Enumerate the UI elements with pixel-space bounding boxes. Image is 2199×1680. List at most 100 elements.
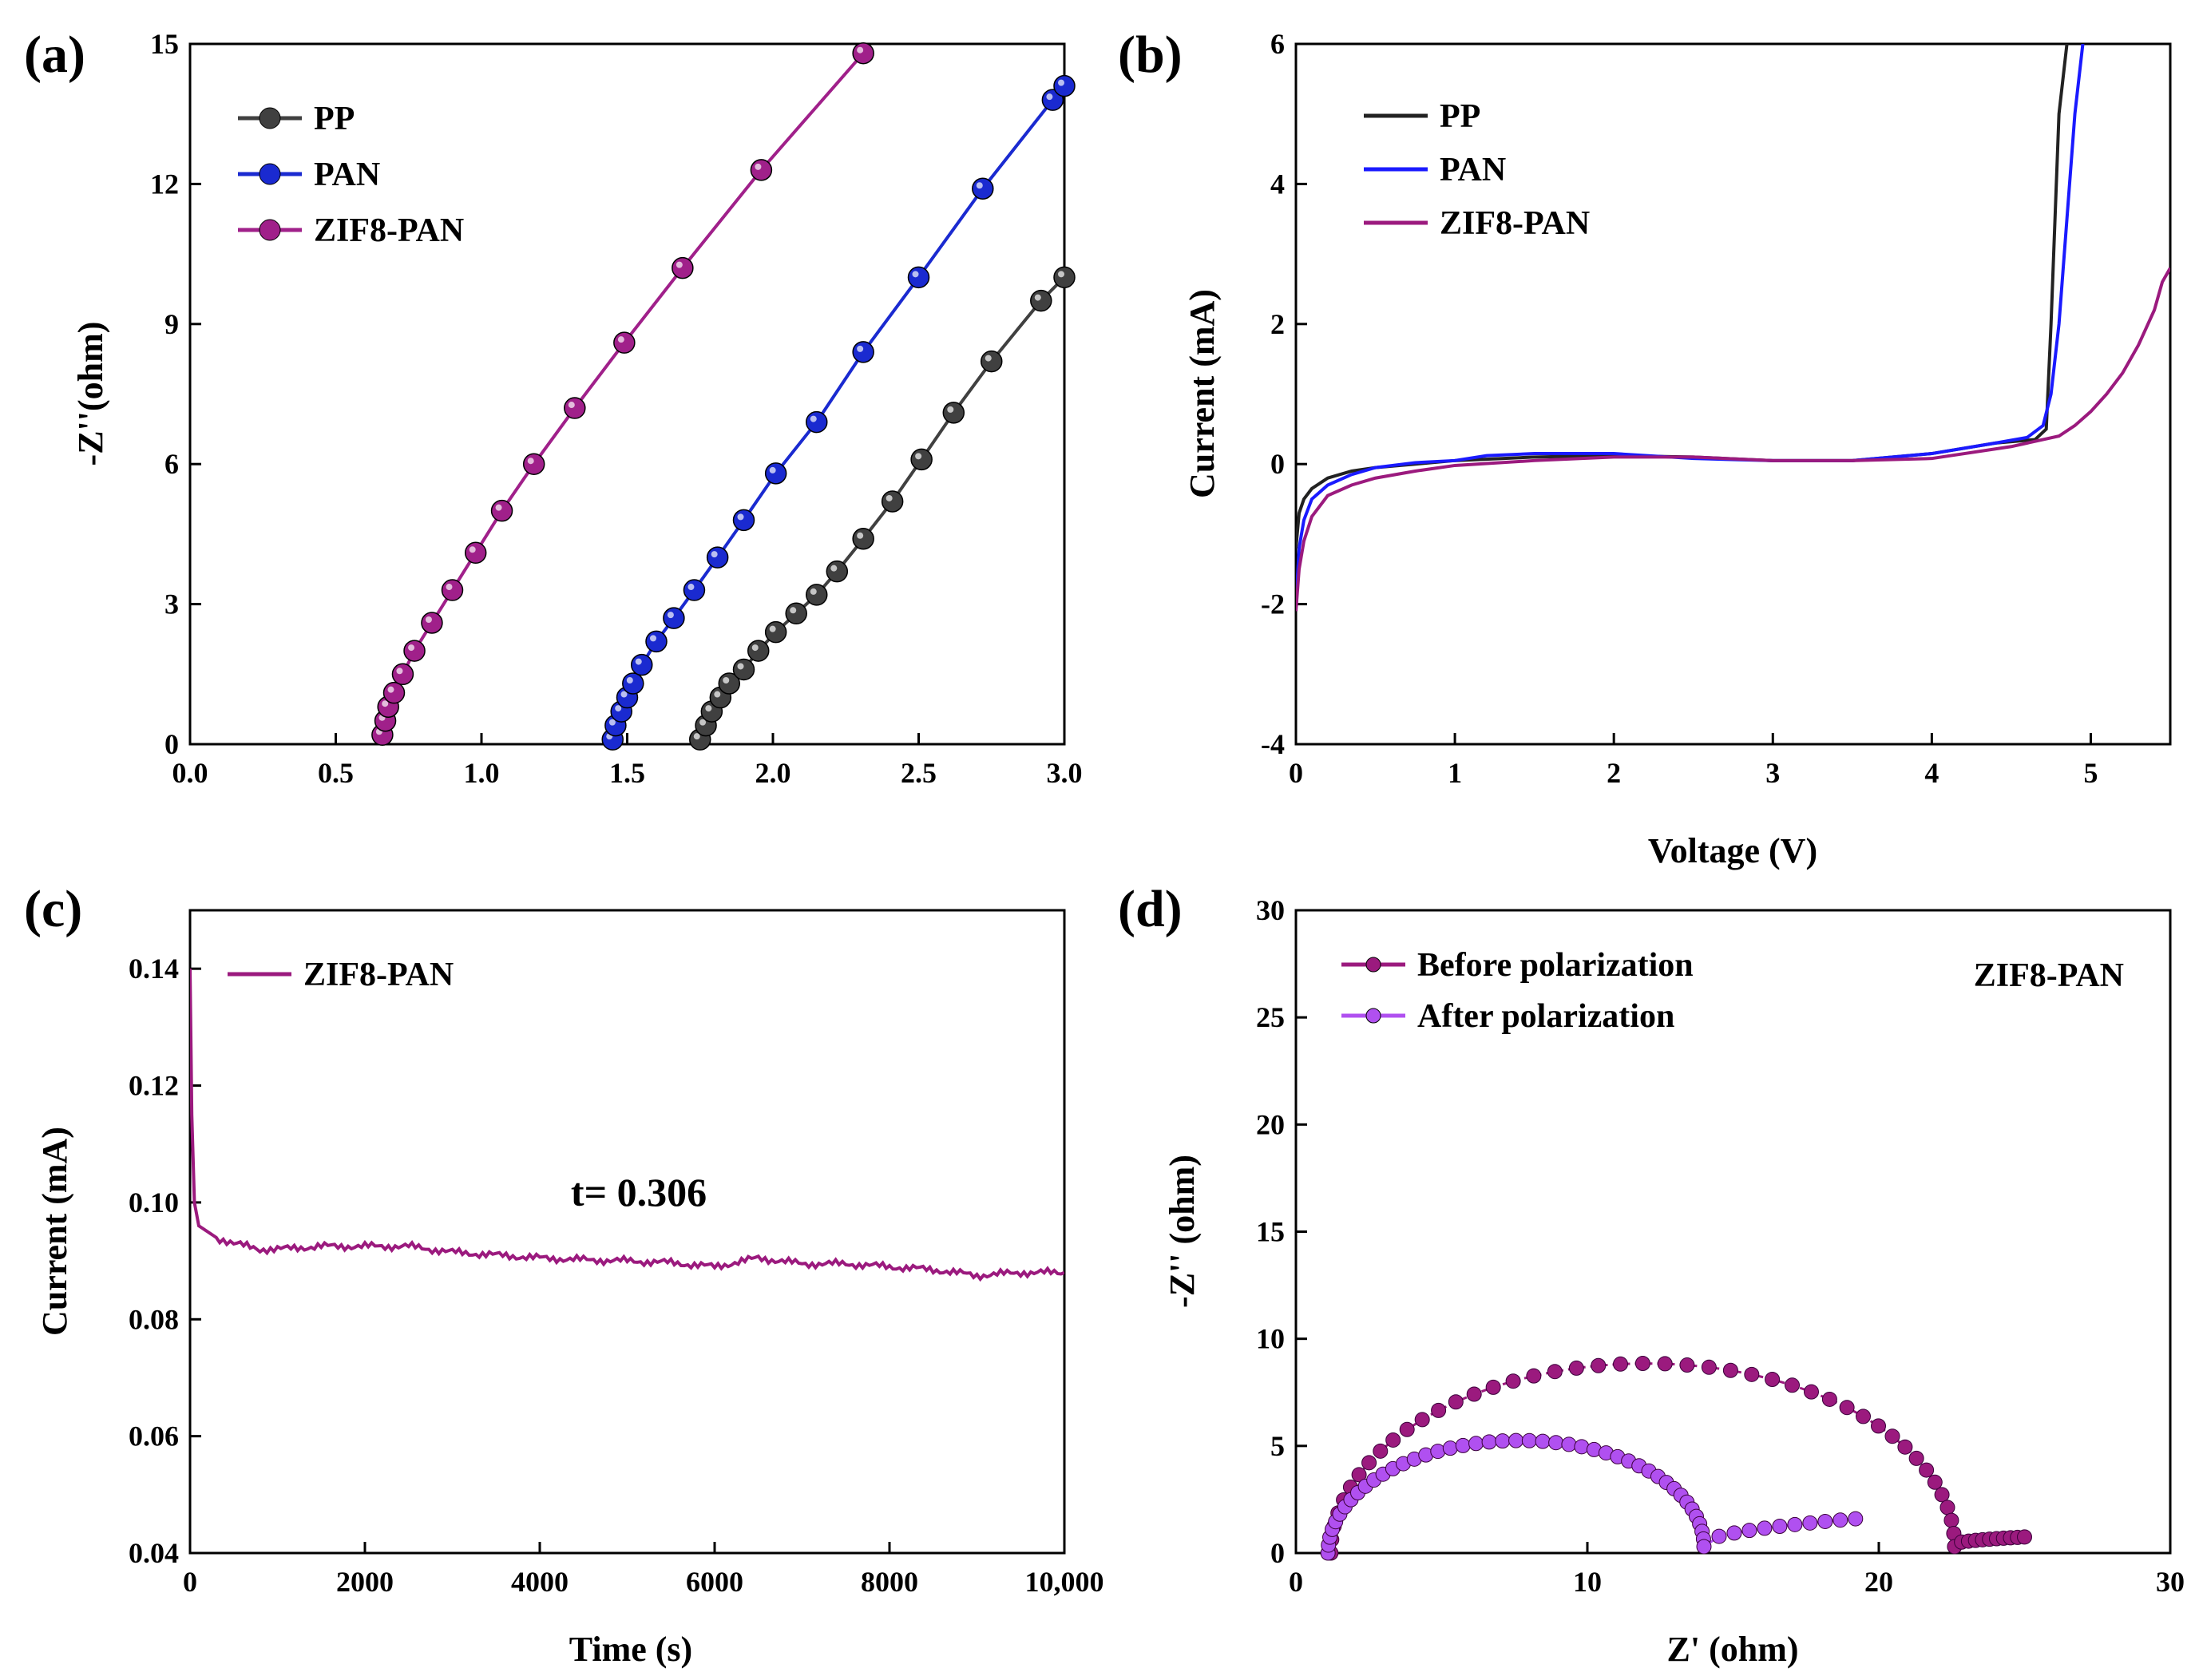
a-series-point-highlight bbox=[527, 458, 534, 465]
d-series-point bbox=[1817, 1513, 1833, 1529]
d-xtick-label: 10 bbox=[1573, 1566, 1602, 1598]
a-series-point-highlight bbox=[810, 415, 817, 422]
d-series-point bbox=[1373, 1443, 1389, 1459]
a-series-point bbox=[785, 602, 807, 625]
a-series-point bbox=[881, 490, 904, 513]
a-series-point-highlight bbox=[1046, 93, 1053, 101]
panel-c-ylabel: Current (mA) bbox=[35, 1127, 74, 1336]
a-series-point-highlight bbox=[711, 551, 718, 558]
a-series-point-highlight bbox=[620, 691, 628, 698]
d-xtick-label: 0 bbox=[1289, 1566, 1303, 1598]
a-series-point-highlight bbox=[446, 584, 453, 591]
panel-d-ylabel: -Z'' (ohm) bbox=[1163, 1155, 1202, 1308]
a-series-point bbox=[631, 653, 653, 676]
a-series-point bbox=[464, 541, 487, 565]
a-series-point-highlight bbox=[705, 705, 712, 712]
a-series-point-highlight bbox=[635, 658, 642, 665]
a-series-point bbox=[981, 350, 1003, 373]
a-ytick-label: 12 bbox=[150, 168, 179, 200]
panel-b: (b) Current (mA) Voltage (V) 0 1 2 3 4 5 -4 -2 0… bbox=[1118, 26, 2172, 870]
d-series-point bbox=[1657, 1356, 1673, 1372]
d-series-point bbox=[1785, 1377, 1801, 1393]
a-series-point-highlight bbox=[755, 163, 762, 170]
d-legend-marker bbox=[1365, 957, 1381, 973]
a-series-point bbox=[421, 612, 443, 634]
a-series-point-highlight bbox=[810, 588, 817, 595]
b-series-line-1 bbox=[1296, 44, 2085, 604]
d-series-point bbox=[1495, 1433, 1511, 1449]
b-ytick-label: -2 bbox=[1261, 588, 1285, 620]
c-ytick-label: 0.06 bbox=[129, 1420, 179, 1452]
a-series-point bbox=[852, 341, 874, 363]
d-series-point bbox=[1765, 1372, 1781, 1388]
a-series-point bbox=[852, 527, 874, 550]
d-series-point bbox=[1547, 1364, 1563, 1380]
a-series-point bbox=[806, 584, 828, 606]
d-series-point bbox=[1757, 1520, 1773, 1536]
b-ytick-label: 0 bbox=[1270, 448, 1285, 480]
a-series-point bbox=[683, 579, 706, 601]
a-series-point-highlight bbox=[699, 719, 707, 726]
b-xtick-label: 2 bbox=[1607, 757, 1621, 789]
panel-d-annotation: ZIF8-PAN bbox=[1974, 957, 2124, 994]
panel-c: (c) Current (mA) Time (s) t= 0.306 0 2000… bbox=[24, 880, 1104, 1669]
d-series-point bbox=[1741, 1523, 1757, 1539]
a-series-point bbox=[907, 266, 930, 289]
a-series-point-highlight bbox=[425, 616, 432, 623]
panel-a: (a) -Z''(ohm) 0.0 0.5 1.0 1.5 2.0 2.5 3.0 0 3 6 9 1… bbox=[24, 26, 1083, 789]
a-series-point bbox=[972, 177, 994, 200]
a-series-point-highlight bbox=[408, 644, 415, 652]
a-series-point-highlight bbox=[714, 691, 721, 698]
a-legend-marker bbox=[259, 107, 281, 129]
b-xtick-label: 3 bbox=[1765, 757, 1780, 789]
a-ytick-label: 9 bbox=[164, 308, 179, 340]
a-series-point bbox=[672, 256, 694, 279]
c-ytick-label: 0.10 bbox=[129, 1187, 179, 1218]
a-series-point bbox=[806, 410, 828, 434]
a-series-point bbox=[750, 159, 773, 181]
a-legend-label: PP bbox=[314, 101, 355, 137]
d-ytick-label: 0 bbox=[1270, 1537, 1285, 1569]
a-ytick-label: 6 bbox=[164, 448, 179, 480]
d-series-point bbox=[1908, 1450, 1924, 1466]
panel-b-label: (b) bbox=[1118, 26, 1183, 84]
d-series-point bbox=[1526, 1368, 1542, 1384]
a-series-point-highlight bbox=[751, 644, 759, 652]
c-legend-label: ZIF8-PAN bbox=[303, 957, 454, 993]
a-series-point-highlight bbox=[617, 336, 624, 343]
d-series-point bbox=[1561, 1436, 1577, 1452]
panel-d-xlabel: Z' (ohm) bbox=[1667, 1630, 1799, 1669]
a-series-point-highlight bbox=[857, 532, 864, 539]
a-series-point bbox=[645, 630, 668, 653]
a-series-point bbox=[942, 402, 965, 424]
c-series-line-0 bbox=[190, 969, 1064, 1282]
d-series-point bbox=[1508, 1432, 1524, 1448]
d-series-point bbox=[1871, 1418, 1887, 1434]
a-series-point-highlight bbox=[912, 271, 919, 278]
d-series-point bbox=[1430, 1444, 1446, 1460]
b-legend-label: PP bbox=[1440, 98, 1480, 135]
b-legend-label: ZIF8-PAN bbox=[1440, 205, 1590, 242]
d-series-point bbox=[1468, 1436, 1484, 1452]
a-series-point-highlight bbox=[1058, 271, 1064, 278]
a-series-point-highlight bbox=[790, 607, 797, 614]
d-xtick-label: 30 bbox=[2156, 1566, 2185, 1598]
a-series-point bbox=[403, 640, 426, 662]
panel-c-xlabel: Time (s) bbox=[569, 1630, 692, 1669]
c-xtick-label: 6000 bbox=[686, 1566, 743, 1598]
a-series-point-highlight bbox=[886, 494, 893, 501]
a-xtick-label: 3.0 bbox=[1047, 757, 1083, 789]
a-series-point bbox=[382, 681, 406, 704]
d-series-point bbox=[1934, 1487, 1950, 1503]
a-series-point bbox=[663, 607, 685, 629]
b-series-line-2 bbox=[1296, 267, 2170, 612]
a-series-point-highlight bbox=[915, 453, 922, 460]
a-series-point bbox=[732, 509, 755, 532]
a-series-point-highlight bbox=[985, 355, 992, 362]
d-ytick-label: 10 bbox=[1256, 1323, 1285, 1355]
a-ytick-label: 0 bbox=[164, 728, 179, 760]
b-ytick-label: 2 bbox=[1270, 308, 1285, 340]
d-series-point bbox=[1897, 1439, 1913, 1455]
b-ytick-label: 4 bbox=[1270, 168, 1285, 200]
